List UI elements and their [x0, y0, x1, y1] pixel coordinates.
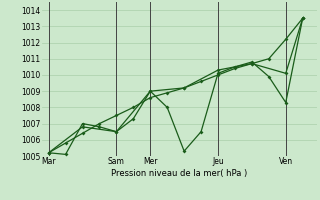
X-axis label: Pression niveau de la mer( hPa ): Pression niveau de la mer( hPa ) [111, 169, 247, 178]
